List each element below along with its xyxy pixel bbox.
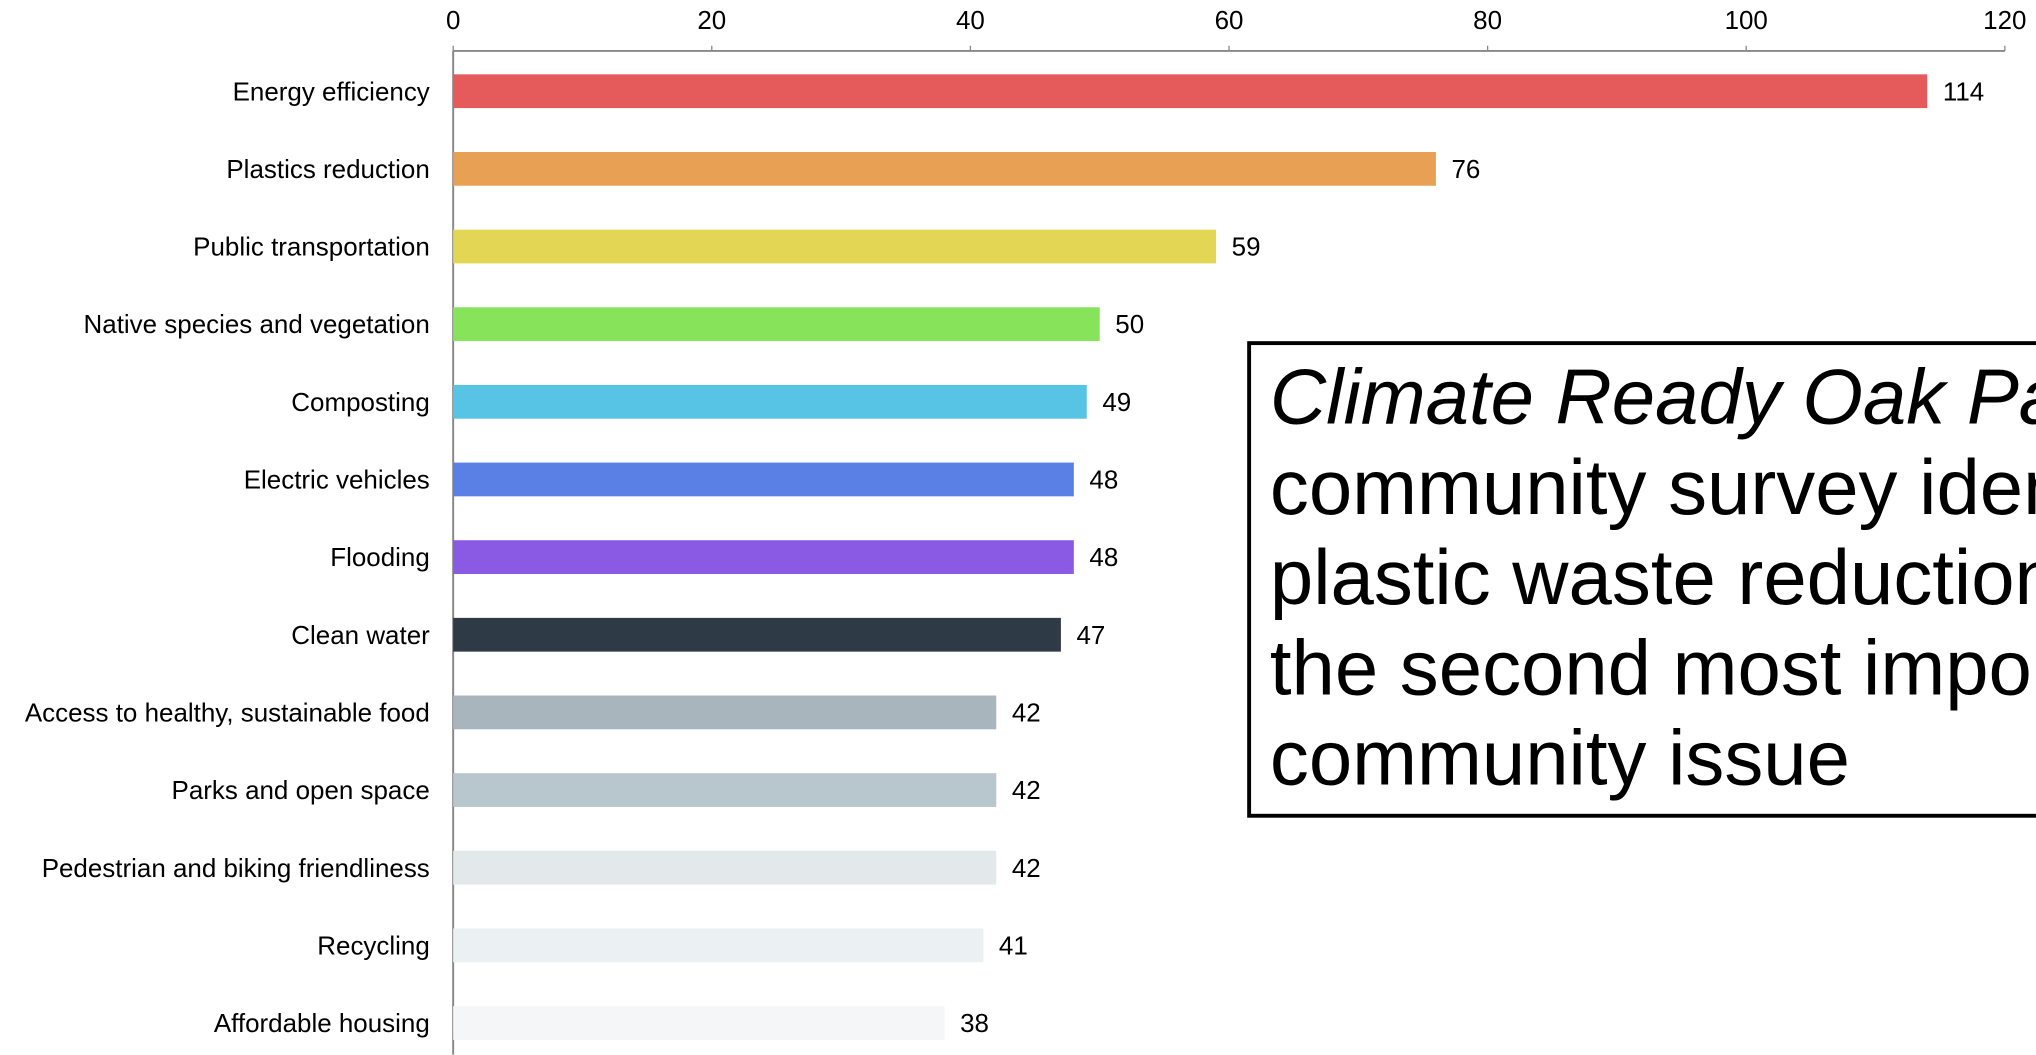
value-label: 38: [960, 1008, 989, 1038]
x-tick-label: 0: [446, 5, 460, 35]
annotation-text: plastic waste reduction: [1270, 533, 2036, 621]
annotation-text: Climate Ready Oak Pa: [1270, 353, 2036, 441]
y-tick-label: Energy efficiency: [233, 76, 430, 106]
value-label: 42: [1012, 697, 1041, 727]
y-tick-label: Affordable housing: [214, 1008, 430, 1038]
annotation-box: [1247, 341, 2036, 818]
value-label: 49: [1102, 387, 1131, 417]
x-tick-label: 80: [1473, 5, 1502, 35]
y-tick-label: Electric vehicles: [244, 465, 430, 495]
y-tick-label: Plastics reduction: [226, 154, 429, 184]
bar: [453, 307, 1100, 342]
annotation-text: community survey iden: [1270, 443, 2036, 531]
y-tick-label: Parks and open space: [172, 775, 430, 805]
y-tick-label: Clean water: [291, 620, 430, 650]
y-tick-label: Public transportation: [193, 232, 430, 262]
bar: [453, 462, 1074, 497]
y-tick-label: Flooding: [330, 542, 430, 572]
bar: [453, 850, 997, 885]
value-label: 114: [1943, 76, 1984, 106]
value-label: 47: [1076, 620, 1105, 650]
value-label: 50: [1115, 309, 1144, 339]
x-tick-label: 120: [1983, 5, 2026, 35]
value-label: 59: [1232, 232, 1261, 262]
y-tick-label: Composting: [291, 387, 429, 417]
annotation-text: the second most import: [1270, 623, 2036, 711]
y-tick-label: Recycling: [317, 930, 430, 960]
bar: [453, 773, 997, 807]
value-label: 42: [1012, 853, 1041, 883]
bar: [453, 151, 1436, 186]
bar: [453, 1006, 945, 1040]
y-tick-label: Access to healthy, sustainable food: [25, 697, 430, 727]
x-tick-label: 60: [1215, 5, 1244, 35]
x-tick-label: 20: [697, 5, 726, 35]
x-tick-label: 40: [956, 5, 985, 35]
value-label: 76: [1451, 154, 1480, 184]
x-tick-label: 100: [1725, 5, 1768, 35]
bar: [453, 74, 1928, 109]
bar: [453, 229, 1217, 264]
bar: [453, 540, 1074, 574]
value-label: 48: [1089, 542, 1118, 572]
bar: [453, 928, 984, 963]
value-label: 41: [999, 930, 1028, 960]
annotation-text: community issue: [1270, 714, 1850, 802]
bar: [453, 384, 1087, 419]
value-label: 42: [1012, 775, 1041, 805]
value-label: 48: [1089, 465, 1118, 495]
y-tick-label: Native species and vegetation: [84, 309, 430, 339]
bar: [453, 695, 997, 730]
y-tick-label: Pedestrian and biking friendliness: [42, 853, 430, 883]
bar: [453, 617, 1061, 652]
